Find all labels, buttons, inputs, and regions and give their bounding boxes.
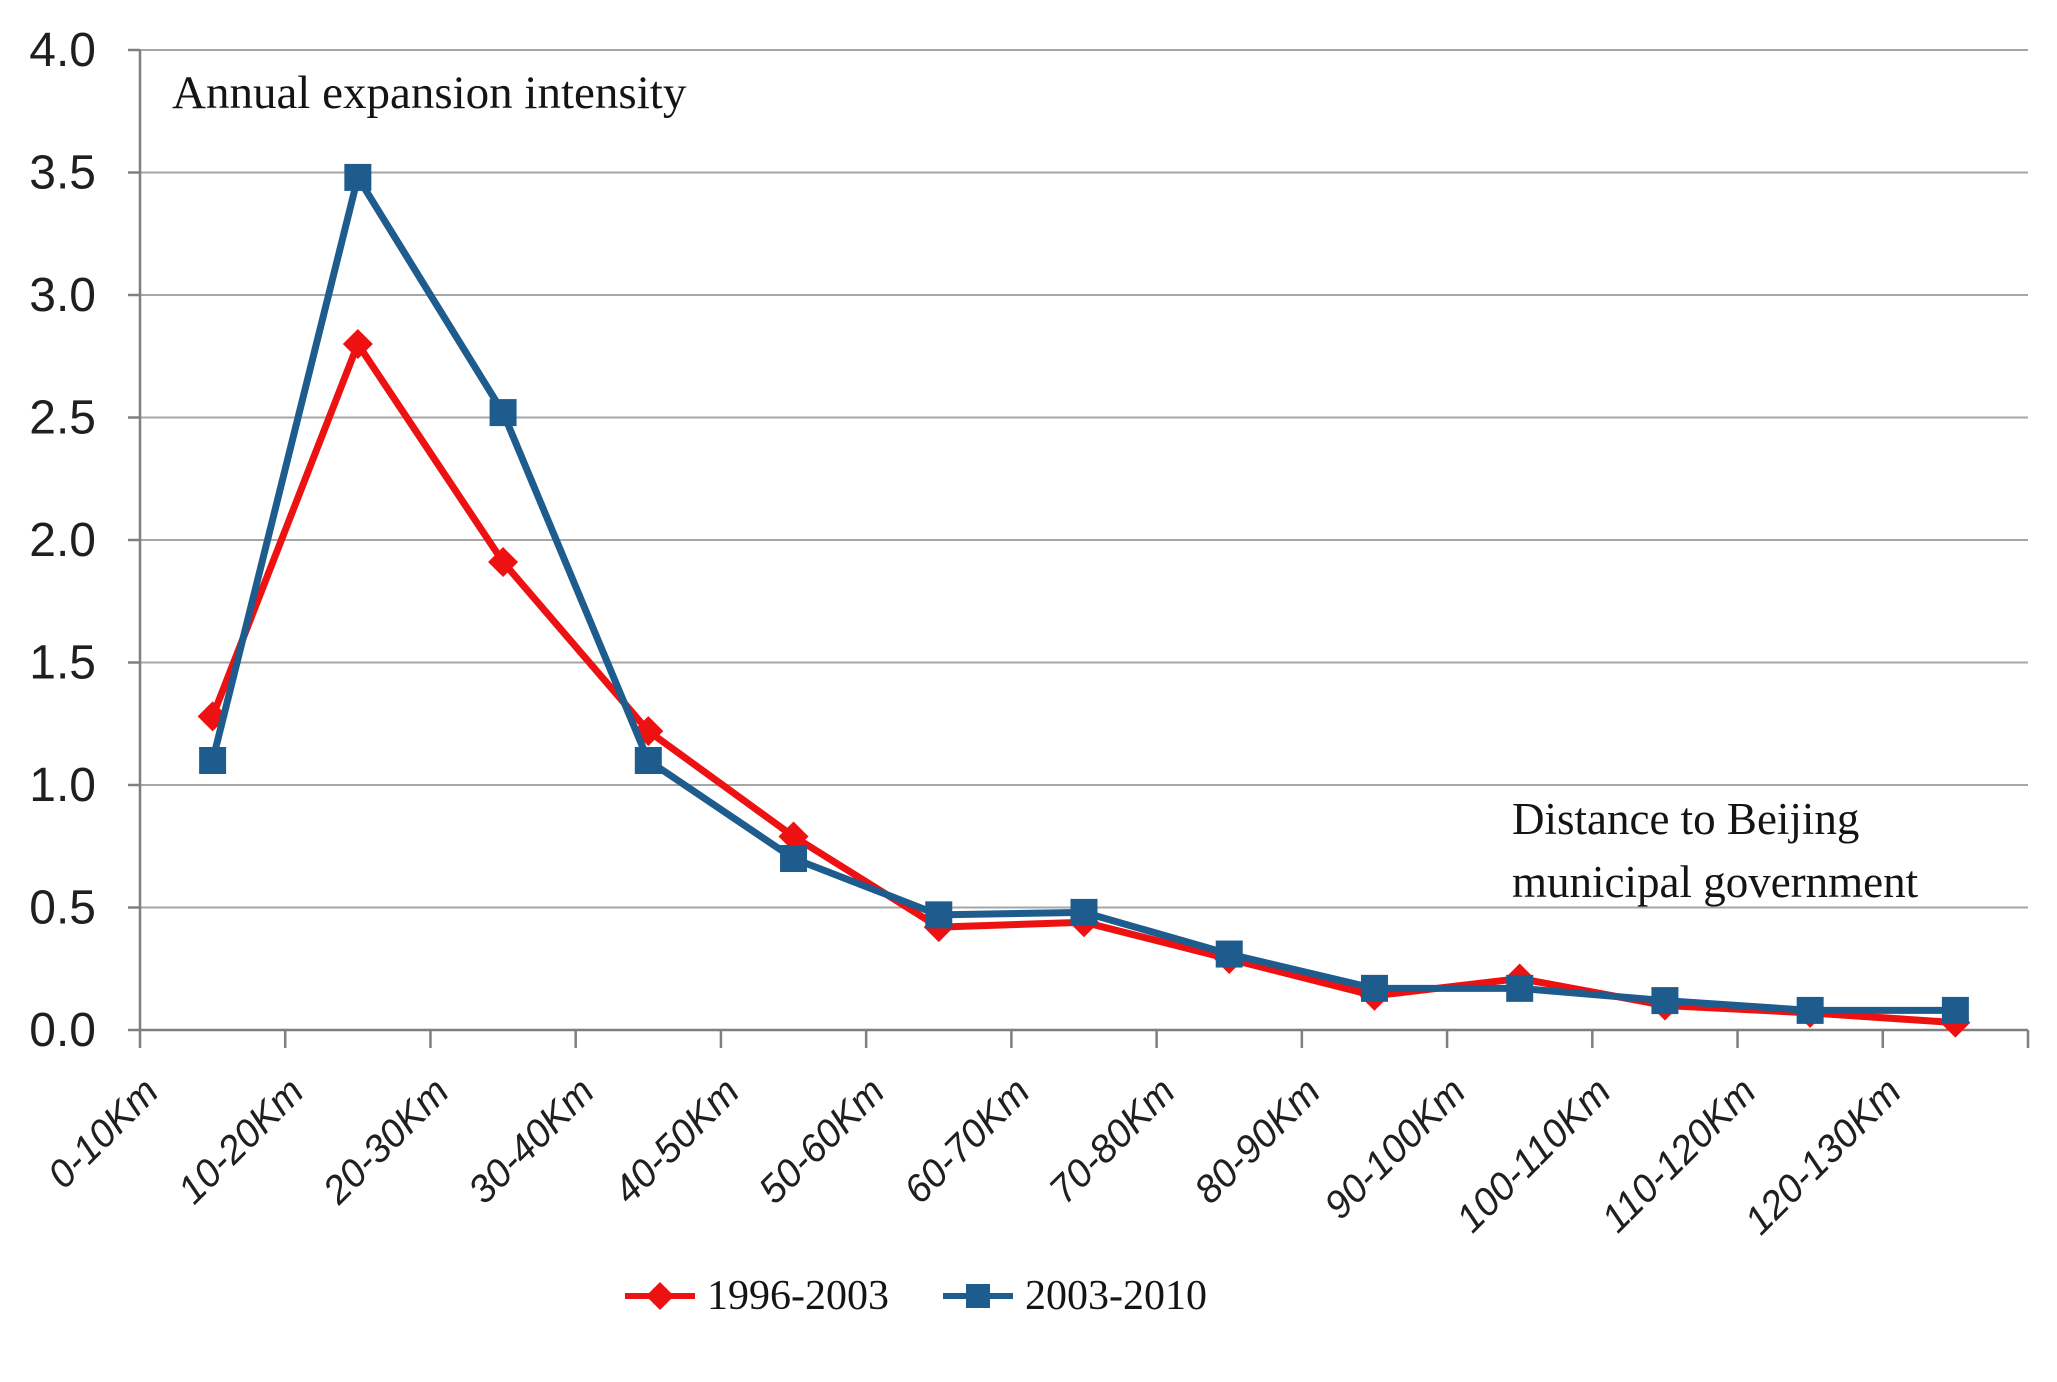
y-tick-label: 0.0 [29, 1004, 96, 1057]
x-tick-label: 90-100Km [1316, 1070, 1474, 1228]
chart-title: Annual expansion intensity [172, 67, 687, 119]
x-tick-label: 20-30Km [314, 1070, 457, 1213]
legend-label-series2: 2003-2010 [1025, 1273, 1207, 1319]
y-tick-label: 0.5 [29, 882, 96, 935]
marker-square-70-80Km [1215, 940, 1243, 968]
marker-square-40-50Km [780, 845, 808, 872]
marker-square-60-70Km [1070, 898, 1098, 926]
y-tick-label: 4.0 [29, 24, 96, 77]
y-tick-label: 1.0 [29, 759, 96, 812]
marker-square-90-100Km [1506, 974, 1534, 1002]
y-tick-label: 2.5 [29, 392, 96, 445]
x-tick-label: 50-60Km [751, 1070, 893, 1212]
x-tick-label: 30-40Km [460, 1070, 602, 1212]
x-axis-annotation-line1: Distance to Beijing [1512, 794, 1860, 844]
x-tick-label: 100-110Km [1448, 1070, 1619, 1241]
legend-swatch-square-icon [943, 1284, 1013, 1308]
x-tick-label: 10-20Km [170, 1070, 312, 1212]
x-tick-label: 0-10Km [40, 1070, 167, 1197]
marker-square-100-110Km [1651, 987, 1679, 1015]
marker-square-50-60Km [925, 901, 953, 929]
y-tick-label: 3.0 [29, 269, 96, 322]
x-tick-label: 80-90Km [1187, 1070, 1329, 1212]
legend-label-series1: 1996-2003 [707, 1273, 889, 1319]
marker-square-80-90Km [1360, 974, 1388, 1002]
x-axis-annotation: Distance to Beijing municipal government [1512, 788, 1918, 914]
marker-diamond-40-50Km [778, 821, 809, 852]
x-tick-label: 120-130Km [1737, 1070, 1910, 1243]
x-tick-label: 70-80Km [1041, 1070, 1183, 1212]
x-tick-label: 40-50Km [606, 1070, 748, 1212]
marker-diamond-20-30Km [488, 547, 519, 578]
marker-square-110-120Km [1796, 996, 1824, 1024]
marker-square-0-10Km [199, 747, 227, 774]
legend-item-2003-2010: 2003-2010 [941, 1272, 1207, 1320]
legend-item-1996-2003: 1996-2003 [623, 1272, 889, 1320]
legend-swatch-diamond-icon [625, 1282, 695, 1310]
y-tick-label: 3.5 [29, 147, 96, 200]
marker-square-120-130Km [1941, 996, 1969, 1024]
x-tick-label: 60-70Km [896, 1070, 1038, 1212]
y-tick-label: 2.0 [29, 514, 96, 567]
x-axis-annotation-line2: municipal government [1512, 857, 1919, 907]
marker-square-30-40Km [634, 747, 662, 774]
y-tick-label: 1.5 [29, 637, 96, 690]
marker-square-20-30Km [489, 399, 517, 427]
legend: 1996-2003 2003-2010 [545, 1272, 1285, 1320]
marker-diamond-10-20Km [342, 329, 373, 359]
marker-square-10-20Km [344, 163, 372, 191]
